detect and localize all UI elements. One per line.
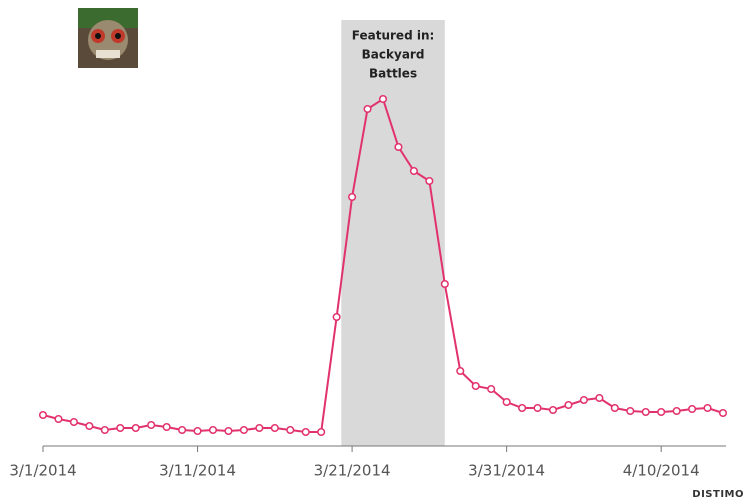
x-tick-label: 3/1/2014 [9, 462, 76, 480]
data-point [54, 414, 63, 424]
data-point [317, 427, 326, 437]
app-icon [78, 8, 138, 68]
data-point [409, 166, 418, 176]
data-point [456, 366, 465, 376]
x-tick-label: 3/31/2014 [468, 462, 545, 480]
data-point [425, 176, 434, 186]
data-point [100, 425, 109, 435]
data-point [502, 397, 511, 407]
data-point [579, 395, 588, 405]
data-point [672, 406, 681, 416]
data-point [626, 406, 635, 416]
highlight-band [341, 20, 445, 446]
data-point [116, 423, 125, 433]
brand-logo: DISTIMO [692, 489, 744, 500]
x-tick-label: 3/11/2014 [159, 462, 236, 480]
data-point [193, 426, 202, 436]
data-point [69, 417, 78, 427]
data-point [657, 407, 666, 417]
data-point [178, 425, 187, 435]
x-tick-label: 3/21/2014 [314, 462, 391, 480]
x-tick-label: 4/10/2014 [623, 462, 700, 480]
data-point [394, 142, 403, 152]
data-point [224, 426, 233, 436]
data-point [487, 384, 496, 394]
data-point [641, 407, 650, 417]
data-point [610, 403, 619, 413]
data-point [688, 404, 697, 414]
data-point [703, 403, 712, 413]
data-point [162, 422, 171, 432]
data-point [363, 104, 372, 114]
data-point [208, 425, 218, 435]
data-point [378, 94, 388, 104]
data-point [286, 425, 295, 435]
data-point [471, 381, 480, 391]
data-point [518, 403, 527, 413]
data-point [595, 393, 604, 403]
annotation: Battles [369, 67, 417, 81]
data-point [131, 423, 140, 433]
data-point [301, 427, 310, 437]
data-point [718, 408, 728, 418]
data-point [147, 420, 156, 430]
annotation: Backyard [362, 48, 425, 62]
data-point [85, 421, 94, 431]
data-point [533, 403, 542, 413]
data-point [239, 425, 248, 435]
data-point [255, 423, 264, 433]
data-point [440, 279, 449, 289]
annotation: Featured in: [352, 29, 435, 43]
data-point [564, 400, 573, 410]
data-point [270, 423, 279, 433]
data-point [332, 312, 341, 322]
data-point [348, 192, 357, 202]
data-point [38, 410, 48, 420]
data-point [548, 405, 558, 415]
